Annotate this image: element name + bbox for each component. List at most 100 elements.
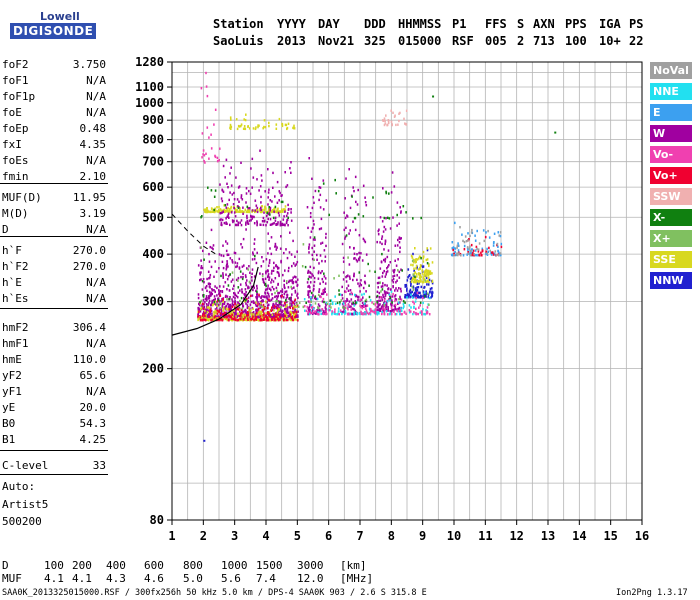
data-point xyxy=(500,242,503,246)
data-point xyxy=(391,295,394,298)
data-point xyxy=(395,298,398,301)
data-point xyxy=(245,281,247,285)
data-point xyxy=(200,87,203,90)
data-point xyxy=(273,222,275,225)
data-point xyxy=(271,306,273,309)
header-label: FFS xyxy=(485,17,507,31)
data-point xyxy=(376,294,379,298)
data-point xyxy=(289,231,291,234)
data-point xyxy=(310,300,312,303)
data-point xyxy=(425,258,428,262)
data-point xyxy=(413,269,415,272)
data-point xyxy=(396,274,398,277)
data-point xyxy=(308,306,311,309)
data-point xyxy=(243,264,245,267)
data-point xyxy=(204,309,206,313)
data-point xyxy=(429,247,432,250)
data-point xyxy=(260,303,262,306)
data-point xyxy=(256,251,258,255)
data-point xyxy=(395,287,397,290)
x-tick-label: 6 xyxy=(325,529,332,543)
data-point xyxy=(213,210,215,214)
data-point xyxy=(311,257,314,261)
data-point xyxy=(351,195,353,198)
data-point xyxy=(452,246,455,249)
param-value: N/A xyxy=(86,337,106,350)
y-tick-label: 600 xyxy=(142,180,164,194)
data-point xyxy=(274,205,277,209)
data-point xyxy=(390,290,393,293)
data-point xyxy=(197,293,200,296)
data-point xyxy=(425,280,428,283)
data-point xyxy=(245,113,247,116)
data-point xyxy=(354,216,357,220)
data-point xyxy=(421,313,423,316)
data-point xyxy=(274,277,277,280)
data-point xyxy=(416,279,419,283)
data-point xyxy=(236,127,239,131)
data-point xyxy=(307,292,310,295)
data-point xyxy=(490,252,492,255)
data-point xyxy=(251,268,254,271)
data-point xyxy=(207,317,209,321)
data-point xyxy=(467,239,469,242)
data-point xyxy=(312,196,315,199)
data-point xyxy=(335,192,337,195)
data-point xyxy=(353,308,355,311)
data-point xyxy=(202,153,204,156)
data-point xyxy=(265,300,267,303)
data-point xyxy=(238,257,241,261)
data-point xyxy=(325,301,328,305)
data-point xyxy=(237,223,240,227)
data-point xyxy=(474,234,476,237)
data-point xyxy=(341,312,343,316)
data-point xyxy=(484,235,487,239)
data-point xyxy=(281,223,283,227)
data-point xyxy=(267,287,269,290)
data-point xyxy=(232,203,235,206)
data-point xyxy=(264,277,267,280)
data-point xyxy=(237,286,240,289)
data-point xyxy=(290,318,293,322)
data-point xyxy=(236,319,239,322)
data-point xyxy=(210,147,213,150)
data-point xyxy=(416,282,419,285)
data-point xyxy=(318,290,320,293)
data-point xyxy=(228,307,231,311)
data-point xyxy=(250,317,253,321)
data-point xyxy=(228,289,231,292)
data-point xyxy=(415,296,417,300)
data-point xyxy=(430,296,432,299)
data-point xyxy=(382,307,384,310)
data-point xyxy=(224,311,226,314)
y-tick-label: 500 xyxy=(142,210,164,224)
data-point xyxy=(317,189,320,193)
data-point xyxy=(237,124,240,128)
param-name: foEp xyxy=(2,122,29,135)
data-point xyxy=(397,238,399,242)
data-point xyxy=(344,290,346,293)
data-point xyxy=(219,183,221,186)
data-point xyxy=(276,270,279,274)
data-point xyxy=(274,207,276,210)
data-point xyxy=(399,312,401,316)
data-point xyxy=(344,301,346,304)
data-point xyxy=(354,228,357,232)
data-point xyxy=(214,309,216,313)
data-point xyxy=(386,216,389,219)
data-point xyxy=(241,277,244,281)
data-point xyxy=(363,302,366,305)
data-point xyxy=(234,299,236,303)
data-point xyxy=(227,265,229,268)
data-point xyxy=(319,282,321,285)
data-point xyxy=(256,220,258,223)
data-point xyxy=(357,188,359,192)
data-point xyxy=(224,317,227,321)
data-point xyxy=(262,127,264,130)
data-point xyxy=(389,261,392,264)
data-point xyxy=(383,216,386,220)
data-point xyxy=(345,226,347,229)
data-point xyxy=(496,243,499,246)
data-point xyxy=(349,229,351,232)
data-point xyxy=(387,309,389,312)
